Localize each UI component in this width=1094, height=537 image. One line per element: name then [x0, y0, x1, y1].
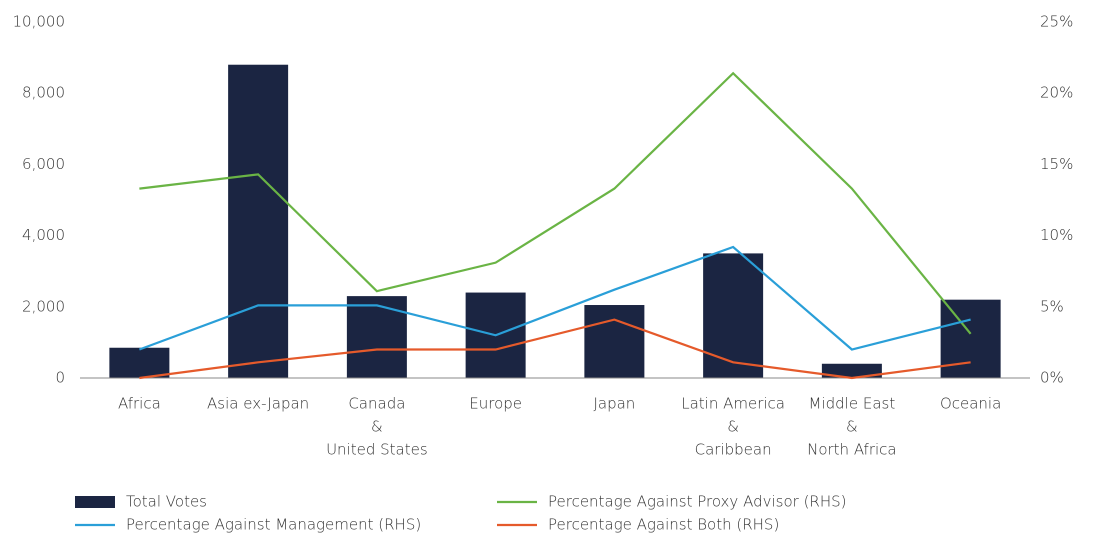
bar [703, 253, 764, 378]
x-tick-label: United States [326, 441, 428, 459]
y2-tick-label: 20% [1040, 84, 1073, 102]
bar [109, 347, 170, 378]
y-tick-label: 10,000 [13, 13, 66, 31]
bar [346, 296, 407, 378]
x-tick-label: North Africa [807, 441, 897, 459]
y2-tick-label: 15% [1040, 155, 1073, 173]
x-tick-label: Middle East [809, 395, 896, 413]
x-tick-label: Oceania [940, 395, 1001, 413]
x-tick-label: Europe [469, 395, 522, 413]
x-tick-label: Asia ex-Japan [207, 395, 309, 413]
y2-tick-label: 5% [1040, 297, 1064, 315]
y-tick-label: 0 [55, 369, 65, 387]
y-tick-label: 6,000 [22, 155, 65, 173]
bar [821, 363, 882, 378]
x-tick-label: Japan [593, 395, 635, 413]
legend-label: Total Votes [126, 493, 207, 511]
x-tick-label: & [727, 418, 739, 436]
line [138, 245, 971, 351]
line [139, 71, 972, 335]
legend-label: Percentage Against Proxy Advisor (RHS) [548, 493, 847, 511]
legend-label: Percentage Against Management (RHS) [126, 516, 421, 534]
x-tick-label: Africa [118, 395, 161, 413]
line [139, 318, 971, 380]
x-tick-label: Canada [348, 395, 405, 413]
legend-swatch [75, 496, 115, 508]
y-tick-label: 4,000 [22, 226, 65, 244]
bar [940, 299, 1001, 378]
x-tick-label: Latin America [681, 395, 785, 413]
x-tick-label: & [846, 418, 858, 436]
y2-tick-label: 0% [1040, 369, 1064, 387]
y-tick-label: 8,000 [22, 84, 65, 102]
bar [584, 305, 645, 378]
y2-tick-label: 25% [1040, 13, 1073, 31]
y-tick-label: 2,000 [22, 297, 65, 315]
x-tick-label: Caribbean [695, 441, 772, 459]
bar [228, 64, 289, 378]
y2-tick-label: 10% [1040, 226, 1073, 244]
legend-label: Percentage Against Both (RHS) [548, 516, 779, 534]
x-tick-label: & [371, 418, 383, 436]
